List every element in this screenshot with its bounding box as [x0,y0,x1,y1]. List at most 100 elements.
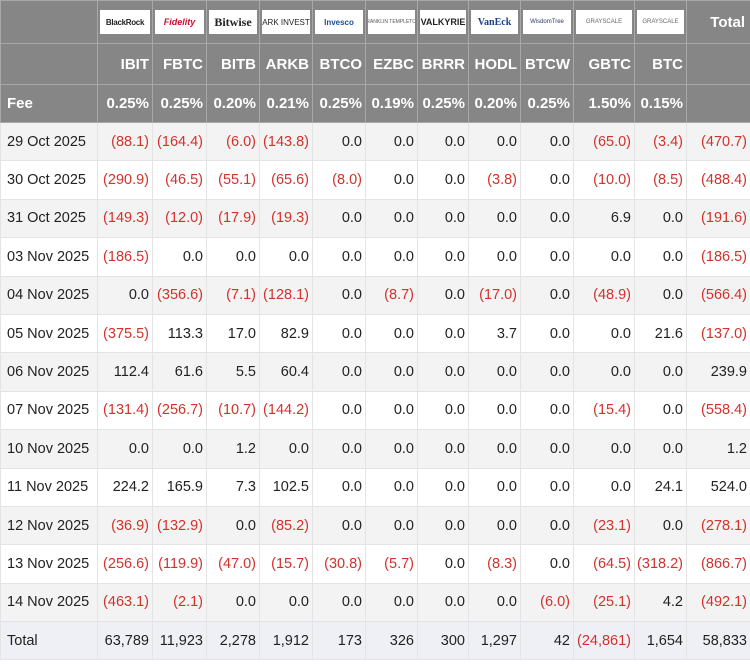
flow-value: (46.5) [152,160,207,200]
fee-value: 0.19% [365,84,418,123]
fee-value: 0.21% [259,84,313,123]
flow-value: 4.2 [634,582,687,623]
flow-value: (17.9) [206,198,260,239]
date: 10 Nov 2025 [0,429,98,469]
flow-value: (278.1) [686,505,750,546]
flow-value: 113.3 [152,313,207,354]
flow-value: 61.6 [152,352,207,392]
flow-value: 0.0 [312,121,366,162]
flow-value: 0.0 [312,275,366,315]
flow-value: (5.7) [365,544,418,584]
flow-value: (488.4) [686,160,750,200]
flow-value: 0.0 [520,160,574,200]
flow-value: 0.0 [468,390,521,431]
data-row: 03 Nov 2025 (186.5) 0.0 0.0 0.0 0.0 0.0 0.0 0.0 0… [0,237,750,277]
flow-value: 82.9 [259,313,313,354]
flow-value: 0.0 [520,429,574,469]
issuer-cell: WisdomTree [520,0,574,44]
flow-value: (8.0) [312,160,366,200]
flow-value: 0.0 [206,237,260,277]
flow-value: 0.0 [634,198,687,239]
flow-value: (137.0) [686,313,750,354]
flow-value: (23.1) [573,505,635,546]
flow-value: 239.9 [686,352,750,392]
flow-value: (128.1) [259,275,313,315]
flow-value: 0.0 [206,582,260,623]
ticker: BTC [634,43,687,85]
data-row: 13 Nov 2025 (256.6) (119.9) (47.0) (15.7) (30… [0,544,750,584]
flow-value: (164.4) [152,121,207,162]
flow-value: (36.9) [97,505,153,546]
flow-value: 0.0 [417,467,469,507]
flow-value: 0.0 [634,390,687,431]
ticker-row: IBIT FBTC BITB ARKB BTCO EZBC BRRR HODL BTCW GBTC… [0,43,750,85]
issuer-logo: FRANKLIN TEMPLETON [368,10,415,34]
flow-value: (566.4) [686,275,750,315]
flow-value: 0.0 [259,582,313,623]
flow-value: (10.0) [573,160,635,200]
issuer-cell: Bitwise [206,0,260,44]
flow-value: 0.0 [468,429,521,469]
flow-value: (8.5) [634,160,687,200]
flow-value: 0.0 [468,467,521,507]
flow-value: 0.0 [520,352,574,392]
flow-value: (191.6) [686,198,750,239]
total-value: 326 [365,621,418,661]
total-value: 1,654 [634,621,687,661]
flow-value: (143.8) [259,121,313,162]
flow-value: 0.0 [152,237,207,277]
flow-value: 0.0 [417,275,469,315]
fee-value: 0.25% [97,84,153,123]
flow-value: (256.6) [97,544,153,584]
flow-value: 0.0 [468,237,521,277]
flow-value: 0.0 [573,352,635,392]
fee-row: Fee 0.25% 0.25% 0.20% 0.21% 0.25% 0.19% 0.25% 0.… [0,84,750,123]
flow-value: 60.4 [259,352,313,392]
fee-value: 0.25% [312,84,366,123]
flow-value: (15.4) [573,390,635,431]
flow-value: 0.0 [520,313,574,354]
issuer-cell: FRANKLIN TEMPLETON [365,0,418,44]
flow-value: (8.7) [365,275,418,315]
fee-value: 1.50% [573,84,635,123]
fee-label: Fee [0,84,98,123]
flow-value: (7.1) [206,275,260,315]
flow-value: (19.3) [259,198,313,239]
flow-value: (470.7) [686,121,750,162]
data-row: 10 Nov 2025 0.0 0.0 1.2 0.0 0.0 0.0 0.0 0.0 0.0 0.… [0,429,750,469]
flow-value: (132.9) [152,505,207,546]
issuer-cell: BlackRock [97,0,153,44]
flow-value: 0.0 [312,505,366,546]
flow-value: 0.0 [573,429,635,469]
data-row: 31 Oct 2025 (149.3) (12.0) (17.9) (19.3) 0.0 0… [0,198,750,239]
data-row: 04 Nov 2025 0.0 (356.6) (7.1) (128.1) 0.0 (8.7… [0,275,750,315]
issuer-cell: VALKYRIE [417,0,469,44]
flow-value: 0.0 [520,237,574,277]
total-value: 1,912 [259,621,313,661]
flow-value: 0.0 [152,429,207,469]
flow-value: (6.0) [206,121,260,162]
issuer-cell: GRAYSCALE [634,0,687,44]
flow-value: 0.0 [417,160,469,200]
ticker: EZBC [365,43,418,85]
flow-value: 0.0 [365,505,418,546]
flow-value: 0.0 [634,275,687,315]
flow-value: 0.0 [520,121,574,162]
flow-value: (144.2) [259,390,313,431]
flow-value: (65.0) [573,121,635,162]
flow-value: 0.0 [573,467,635,507]
date: 05 Nov 2025 [0,313,98,354]
flow-value: 21.6 [634,313,687,354]
flow-value: 0.0 [365,198,418,239]
flow-value: 0.0 [468,505,521,546]
flow-value: (290.9) [97,160,153,200]
flow-value: 0.0 [520,390,574,431]
flow-value: 224.2 [97,467,153,507]
total-value: 300 [417,621,469,661]
flow-value: 0.0 [634,429,687,469]
flow-value: (55.1) [206,160,260,200]
flow-value: 0.0 [259,429,313,469]
flow-value: 0.0 [468,352,521,392]
flow-value: 0.0 [417,582,469,623]
flow-value: 0.0 [365,237,418,277]
